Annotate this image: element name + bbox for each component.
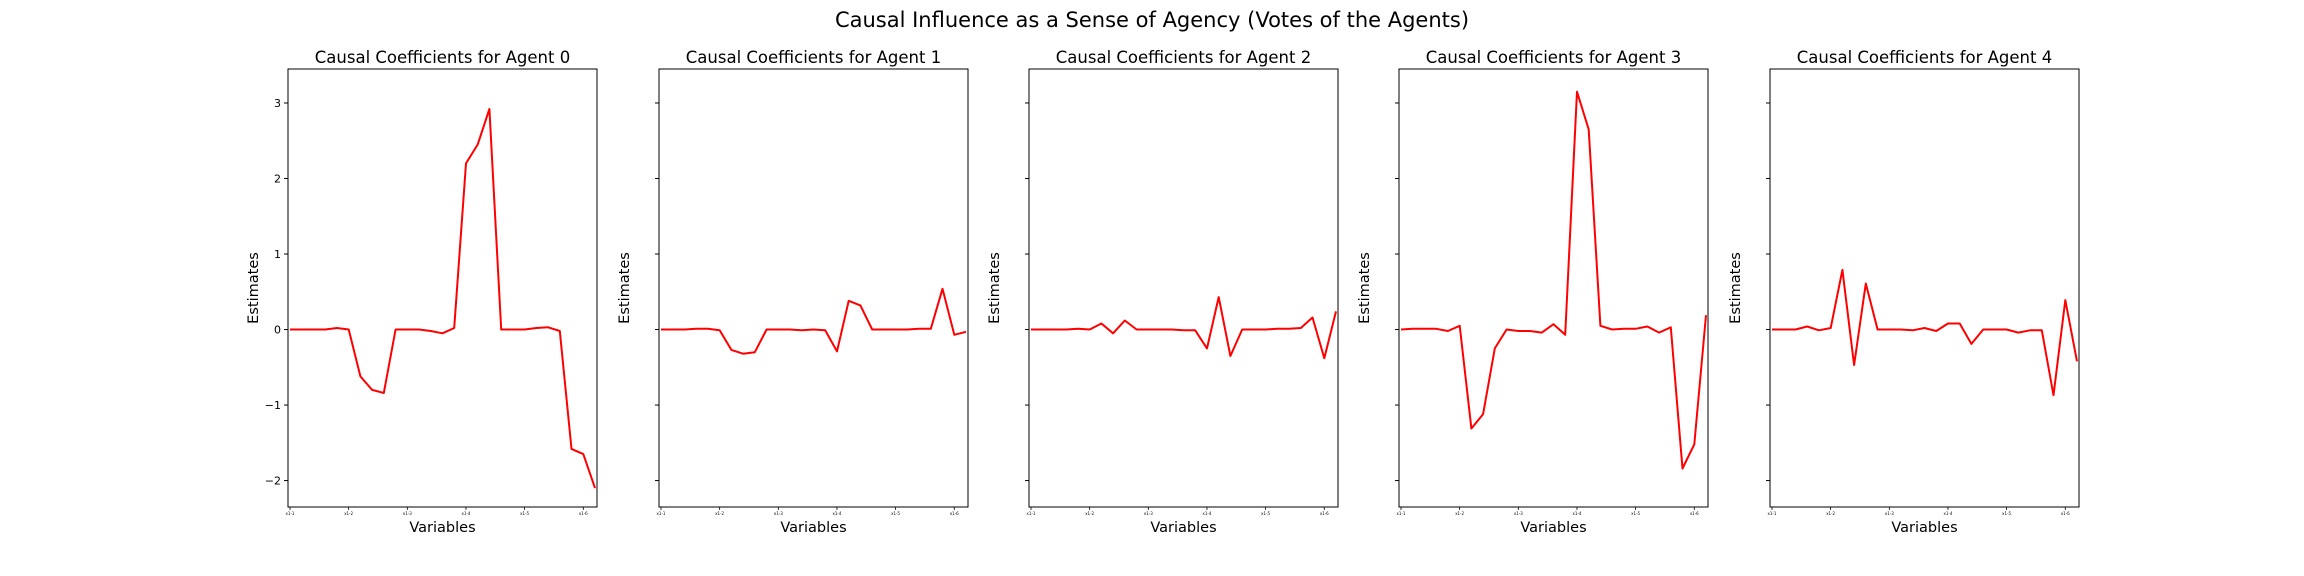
x-axis-label: Variables xyxy=(1150,520,1216,536)
panel-title: Causal Coefficients for Agent 0 xyxy=(315,48,570,67)
chart-panel-2: x1-1 x1-2 x1-3 x1-4 x1-5 x1-6 Causal Coefficie… xyxy=(987,48,1339,536)
x-tick-label: x1-1 xyxy=(286,511,295,516)
panel-title: Causal Coefficients for Agent 2 xyxy=(1056,48,1311,67)
x-tick-label: x1-6 xyxy=(950,511,959,516)
y-tick-label: 0 xyxy=(274,324,281,337)
x-tick-label: x1-5 xyxy=(1261,511,1270,516)
x-tick-label: x1-5 xyxy=(2002,511,2011,516)
x-tick-label: x1-6 xyxy=(1320,511,1329,516)
x-tick-label: x1-4 xyxy=(1203,511,1212,516)
chart-panel-4: x1-1 x1-2 x1-3 x1-4 x1-5 x1-6 Causal Coefficie… xyxy=(1728,48,2080,536)
x-tick-label: x1-6 xyxy=(1690,511,1699,516)
chart-panel-0: −2 −1 0 1 2 3 x1-1 x1-2 x1-3 x1-4 x1-5 x1-6 Causal C… xyxy=(246,48,598,536)
series-line xyxy=(1031,296,1337,360)
x-tick-label: x1-3 xyxy=(403,511,412,516)
x-tick-label: x1-3 xyxy=(774,511,783,516)
chart-panel-1: x1-1 x1-2 x1-3 x1-4 x1-5 x1-6 Causal Coefficie… xyxy=(617,48,969,536)
plot-frame xyxy=(1028,68,1339,508)
x-tick-label: x1-1 xyxy=(1397,511,1406,516)
x-tick-label: x1-2 xyxy=(1455,511,1464,516)
x-axis-label: Variables xyxy=(1891,520,1957,536)
x-tick-label: x1-2 xyxy=(715,511,724,516)
plot-frame xyxy=(1398,68,1709,508)
x-tick-label: x1-3 xyxy=(1885,511,1894,516)
x-tick-label: x1-1 xyxy=(1027,511,1036,516)
x-tick-label: x1-4 xyxy=(1573,511,1582,516)
x-tick-label: x1-5 xyxy=(520,511,529,516)
plot-frame xyxy=(287,68,598,508)
chart-panel-3: x1-1 x1-2 x1-3 x1-4 x1-5 x1-6 Causal Coefficie… xyxy=(1357,48,1709,536)
series-line xyxy=(1772,268,2078,397)
y-tick-label: −2 xyxy=(265,475,281,488)
x-tick-label: x1-1 xyxy=(1768,511,1777,516)
x-axis-label: Variables xyxy=(1520,520,1586,536)
panel-title: Causal Coefficients for Agent 1 xyxy=(686,48,941,67)
x-axis-label: Variables xyxy=(409,520,475,536)
x-tick-label: x1-3 xyxy=(1144,511,1153,516)
x-tick-label: x1-4 xyxy=(833,511,842,516)
y-axis-label: Estimates xyxy=(1728,252,1744,324)
y-axis-label: Estimates xyxy=(987,252,1003,324)
plot-frame xyxy=(658,68,969,508)
series-line xyxy=(661,287,967,355)
y-tick-label: 2 xyxy=(274,173,281,186)
x-tick-label: x1-6 xyxy=(2061,511,2070,516)
y-axis-label: Estimates xyxy=(246,252,262,324)
series-line xyxy=(1400,90,1707,470)
plot-frame xyxy=(1769,68,2080,508)
y-tick-label: −1 xyxy=(265,399,281,412)
x-tick-label: x1-2 xyxy=(344,511,353,516)
y-tick-label: 1 xyxy=(274,248,281,261)
x-tick-label: x1-4 xyxy=(462,511,471,516)
x-tick-label: x1-5 xyxy=(1631,511,1640,516)
x-tick-label: x1-4 xyxy=(1944,511,1953,516)
x-tick-label: x1-6 xyxy=(579,511,588,516)
y-axis-label: Estimates xyxy=(1357,252,1373,324)
series-line xyxy=(290,108,596,489)
x-tick-label: x1-2 xyxy=(1826,511,1835,516)
x-tick-label: x1-3 xyxy=(1514,511,1523,516)
x-tick-label: x1-2 xyxy=(1085,511,1094,516)
x-tick-label: x1-1 xyxy=(657,511,666,516)
x-tick-label: x1-5 xyxy=(891,511,900,516)
y-tick-label: 3 xyxy=(274,97,281,110)
panel-title: Causal Coefficients for Agent 3 xyxy=(1426,48,1681,67)
x-axis-label: Variables xyxy=(780,520,846,536)
figure-title: Causal Influence as a Sense of Agency (V… xyxy=(834,8,1470,32)
panel-title: Causal Coefficients for Agent 4 xyxy=(1797,48,2052,67)
y-axis-label: Estimates xyxy=(617,252,633,324)
